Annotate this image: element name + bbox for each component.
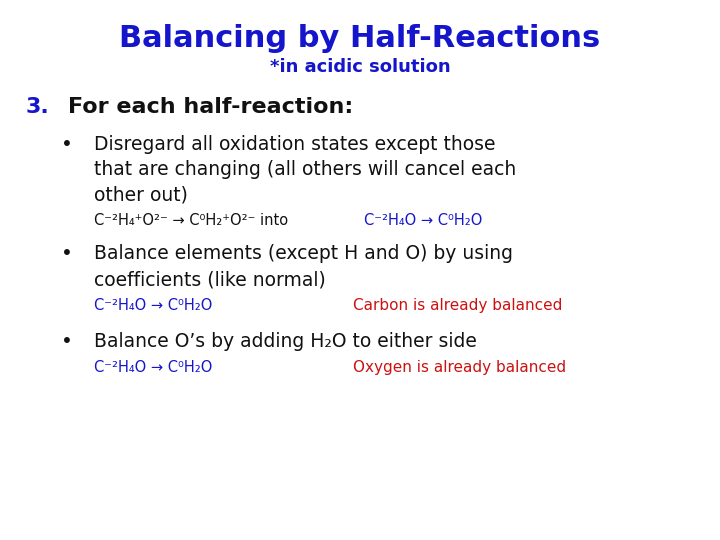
Text: other out): other out) (94, 186, 187, 205)
Text: that are changing (all others will cancel each: that are changing (all others will cance… (94, 160, 516, 179)
Text: Disregard all oxidation states except those: Disregard all oxidation states except th… (94, 135, 495, 154)
Text: 3.: 3. (25, 97, 49, 117)
Text: Balancing by Half-Reactions: Balancing by Half-Reactions (120, 24, 600, 53)
Text: Balance O’s by adding H₂O to either side: Balance O’s by adding H₂O to either side (94, 332, 477, 351)
Text: coefficients (like normal): coefficients (like normal) (94, 270, 325, 289)
Text: Carbon is already balanced: Carbon is already balanced (353, 298, 562, 313)
Text: For each half-reaction:: For each half-reaction: (68, 97, 354, 117)
Text: C⁻²H₄O → C⁰H₂O: C⁻²H₄O → C⁰H₂O (364, 213, 482, 228)
Text: *in acidic solution: *in acidic solution (270, 58, 450, 76)
Text: •: • (61, 332, 73, 351)
Text: C⁻²H₄⁺O²⁻ → C⁰H₂⁺O²⁻ into: C⁻²H₄⁺O²⁻ → C⁰H₂⁺O²⁻ into (94, 213, 292, 228)
Text: •: • (61, 135, 73, 154)
Text: C⁻²H₄O → C⁰H₂O: C⁻²H₄O → C⁰H₂O (94, 360, 212, 375)
Text: •: • (61, 244, 73, 263)
Text: C⁻²H₄O → C⁰H₂O: C⁻²H₄O → C⁰H₂O (94, 298, 212, 313)
Text: Oxygen is already balanced: Oxygen is already balanced (353, 360, 566, 375)
Text: Balance elements (except H and O) by using: Balance elements (except H and O) by usi… (94, 244, 513, 263)
